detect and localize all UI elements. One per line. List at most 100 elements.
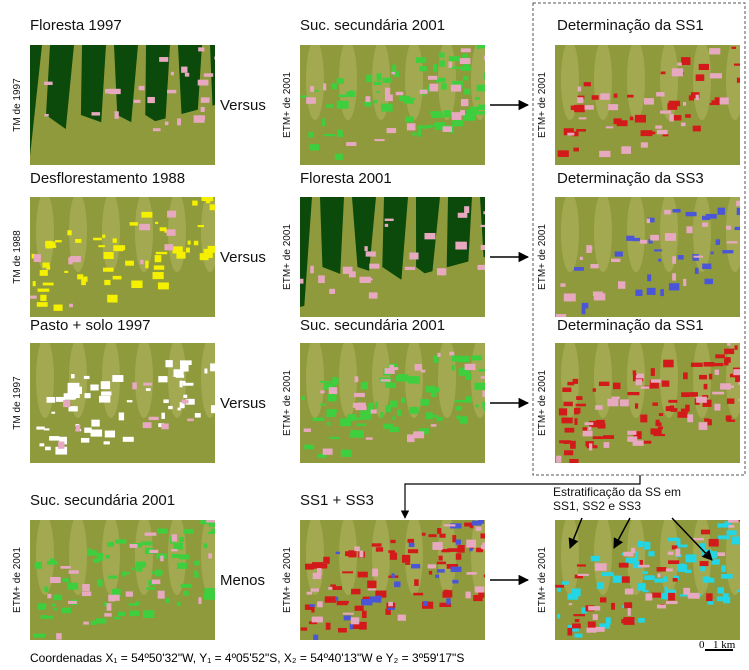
- patch: [418, 428, 429, 435]
- map-base: [30, 197, 215, 317]
- patch: [632, 440, 644, 446]
- patch: [99, 395, 111, 403]
- patch: [657, 573, 661, 578]
- patch: [455, 241, 467, 250]
- patch: [53, 608, 58, 611]
- patch: [438, 52, 445, 58]
- patch: [676, 538, 681, 546]
- patch: [581, 307, 586, 315]
- patch: [586, 627, 597, 633]
- patch: [621, 146, 631, 154]
- patch: [326, 104, 334, 108]
- hill: [36, 197, 54, 272]
- patch: [198, 597, 202, 605]
- patch: [179, 536, 184, 543]
- patch: [372, 568, 379, 577]
- patch: [176, 251, 186, 259]
- patch: [354, 546, 360, 552]
- patch: [323, 383, 336, 390]
- hill: [306, 520, 324, 595]
- patch: [582, 430, 593, 437]
- patch: [171, 548, 178, 552]
- patch: [67, 582, 79, 590]
- patch: [702, 263, 712, 270]
- patch: [33, 254, 41, 263]
- patch: [684, 569, 692, 574]
- patch: [349, 623, 353, 630]
- hill: [561, 343, 579, 418]
- patch: [466, 539, 477, 548]
- patch: [210, 363, 215, 372]
- patch: [700, 565, 706, 572]
- patch: [98, 245, 105, 248]
- side-label: ETM+ de 2001: [282, 547, 293, 613]
- patch: [469, 548, 473, 552]
- patch: [734, 226, 740, 231]
- patch: [179, 402, 185, 409]
- patch: [587, 621, 596, 629]
- patch: [204, 368, 208, 374]
- patch: [710, 251, 714, 255]
- patch: [574, 407, 581, 414]
- patch: [716, 596, 725, 602]
- patch: [427, 75, 438, 80]
- patch: [478, 368, 485, 372]
- patch: [390, 539, 396, 544]
- patch: [582, 427, 588, 434]
- patch: [53, 304, 63, 311]
- patch: [306, 97, 316, 104]
- patch: [310, 86, 315, 92]
- operator: Versus: [220, 395, 266, 412]
- patch: [306, 591, 313, 595]
- patch: [683, 372, 688, 380]
- patch: [571, 131, 579, 137]
- patch: [129, 610, 140, 617]
- patch: [433, 64, 438, 72]
- connector-arrow: [400, 475, 641, 519]
- patch: [320, 390, 325, 394]
- patch: [592, 614, 598, 620]
- patch: [155, 569, 163, 572]
- patch: [60, 566, 71, 569]
- patch: [133, 99, 141, 103]
- patch: [563, 441, 570, 444]
- patch: [431, 111, 443, 119]
- patch: [142, 610, 155, 619]
- patch: [75, 238, 82, 243]
- patch: [352, 402, 364, 408]
- patch: [593, 293, 606, 301]
- patch: [596, 582, 605, 590]
- patch: [564, 427, 575, 433]
- patch: [300, 278, 304, 284]
- patch: [727, 520, 739, 523]
- patch: [465, 373, 472, 381]
- patch: [483, 574, 485, 578]
- patch: [645, 593, 653, 601]
- patch: [155, 573, 162, 577]
- patch: [611, 258, 621, 263]
- patch: [680, 408, 688, 412]
- patch: [69, 303, 73, 308]
- patch: [303, 428, 311, 432]
- patch: [563, 128, 574, 136]
- patch: [376, 91, 380, 94]
- map-image: [30, 45, 215, 165]
- patch: [317, 453, 327, 458]
- patch: [103, 441, 110, 445]
- patch: [446, 598, 451, 605]
- patch: [67, 230, 72, 236]
- patch: [724, 348, 735, 355]
- patch: [184, 72, 190, 77]
- patch: [598, 381, 610, 386]
- hill: [102, 520, 120, 595]
- patch: [53, 594, 63, 601]
- patch: [390, 400, 398, 408]
- patch: [650, 428, 662, 435]
- map-image: [555, 45, 740, 165]
- side-label: TM de 1988: [12, 230, 23, 284]
- patch: [170, 71, 174, 76]
- patch: [634, 403, 639, 409]
- patch: [309, 144, 319, 151]
- map-image: [300, 343, 485, 463]
- patch: [163, 399, 169, 404]
